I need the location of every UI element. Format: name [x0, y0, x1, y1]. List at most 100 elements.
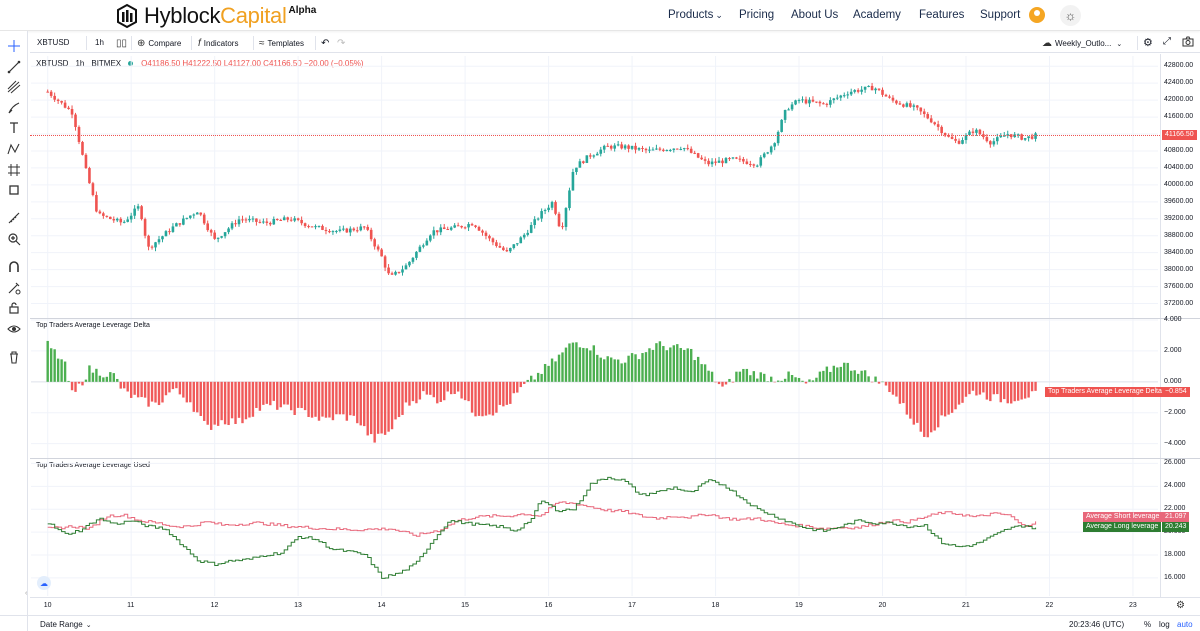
- collapse-toolbar-icon[interactable]: ‹: [25, 590, 28, 597]
- delta-bar: [856, 373, 860, 382]
- market-status-dot: [128, 61, 134, 66]
- delta-bar: [547, 365, 550, 382]
- toolbar-divider: [315, 36, 316, 50]
- time-tick-label: 17: [628, 602, 636, 609]
- candle-body: [98, 211, 102, 214]
- layout-menu[interactable]: ☁ Weekly_Outlo... ⌄: [1042, 38, 1122, 49]
- pane-separator[interactable]: [30, 318, 1200, 319]
- nav-support[interactable]: Support: [980, 9, 1021, 21]
- fullscreen-icon[interactable]: ⤢: [1163, 36, 1171, 47]
- redo-icon[interactable]: ↷: [337, 38, 346, 49]
- delta-bar: [408, 381, 411, 406]
- delta-bar: [735, 371, 738, 382]
- delta-bar: [606, 356, 609, 382]
- delta-bar: [227, 381, 230, 426]
- candle-body: [929, 118, 933, 123]
- candle-body: [342, 228, 345, 230]
- zoom-in-icon[interactable]: [6, 231, 22, 247]
- brush-icon[interactable]: [6, 100, 22, 116]
- nav-about-us[interactable]: About Us: [791, 9, 839, 21]
- delta-bar: [234, 381, 237, 424]
- candle-body: [797, 100, 801, 102]
- candle-body: [519, 237, 523, 244]
- brand-tag: Alpha: [288, 5, 317, 16]
- trend-line-icon[interactable]: [6, 59, 22, 75]
- brand-logo[interactable]: Hyblock Capital Alpha: [115, 2, 316, 29]
- candle-body: [613, 145, 616, 149]
- candle-body: [1023, 138, 1027, 140]
- settings-gear-icon[interactable]: ⚙: [1143, 37, 1153, 49]
- delta-bar: [721, 381, 724, 387]
- undo-icon[interactable]: ↶: [321, 38, 330, 49]
- user-icon[interactable]: [1029, 7, 1045, 23]
- date-range-button[interactable]: Date Range ⌄: [40, 620, 92, 629]
- short-leverage-value-tag: 21.097: [1162, 512, 1190, 522]
- ruler-icon[interactable]: [6, 210, 22, 226]
- compare-button[interactable]: ⊕ Compare: [137, 38, 181, 49]
- camera-icon[interactable]: [1182, 36, 1194, 47]
- delta-bar: [644, 352, 648, 382]
- utc-clock[interactable]: 20:23:46 (UTC): [1069, 620, 1125, 629]
- candle-body: [971, 131, 975, 133]
- eye-icon[interactable]: [6, 321, 22, 337]
- delta-series-tag: Top Traders Average Leverage Delta: [1045, 387, 1165, 397]
- nav-academy[interactable]: Academy: [853, 9, 901, 21]
- candle-body: [895, 100, 898, 104]
- trash-icon[interactable]: [6, 349, 22, 365]
- lock-icon[interactable]: [6, 300, 22, 316]
- candle-body: [832, 98, 836, 101]
- delta-bar: [498, 381, 502, 405]
- price-axis[interactable]: [1160, 54, 1200, 597]
- magnet-icon[interactable]: [6, 259, 22, 275]
- delta-bar: [968, 381, 971, 395]
- rectangle-icon[interactable]: [6, 182, 22, 198]
- cloud-save-icon[interactable]: ☁: [37, 576, 51, 590]
- candle-body: [432, 230, 436, 236]
- nav-pricing[interactable]: Pricing: [739, 9, 775, 21]
- candle-type-button[interactable]: ▯▯: [116, 38, 130, 49]
- candle-body: [749, 163, 752, 165]
- indicators-button[interactable]: f Indicators: [198, 38, 238, 49]
- time-axis[interactable]: [30, 597, 1200, 615]
- pane-separator[interactable]: [30, 458, 1200, 459]
- delta-bar: [679, 348, 682, 382]
- delta-bar: [126, 381, 129, 392]
- candle-body: [634, 145, 637, 150]
- delta-bar: [182, 381, 185, 398]
- axis-settings-gear-icon[interactable]: ⚙: [1176, 600, 1185, 611]
- candle-body: [352, 228, 356, 231]
- nav-features[interactable]: Features: [919, 9, 965, 21]
- delta-bar: [310, 381, 314, 418]
- date-range-label: Date Range: [40, 620, 83, 629]
- pitchfork-icon[interactable]: [6, 79, 22, 95]
- symbol-search[interactable]: XBTUSD: [37, 38, 70, 47]
- text-icon[interactable]: [6, 120, 22, 136]
- log-toggle[interactable]: log: [1159, 620, 1170, 629]
- delta-bar: [536, 372, 540, 382]
- candle-body: [909, 103, 912, 107]
- candle-body: [387, 267, 390, 274]
- delta-bar: [648, 348, 651, 382]
- templates-button[interactable]: ≈ Templates: [259, 38, 304, 49]
- delta-bar: [669, 347, 672, 382]
- prediction-icon[interactable]: [6, 162, 22, 178]
- percent-toggle[interactable]: %: [1144, 620, 1152, 629]
- candle-body: [415, 251, 418, 258]
- pattern-icon[interactable]: [6, 141, 22, 157]
- leverage-tick-label: 22.000: [1164, 505, 1186, 513]
- chevron-down-icon: ⌄: [85, 622, 92, 629]
- candle-body: [919, 107, 923, 112]
- nav-products[interactable]: Products ⌄: [668, 9, 723, 21]
- lock-drawings-icon[interactable]: [6, 280, 22, 296]
- delta-bar: [289, 381, 293, 411]
- crosshair-icon[interactable]: [6, 38, 22, 54]
- interval-select[interactable]: 1h: [95, 38, 104, 47]
- candle-body: [724, 158, 728, 164]
- delta-bar: [516, 381, 519, 393]
- delta-bar: [794, 377, 797, 382]
- auto-toggle[interactable]: auto: [1177, 620, 1193, 629]
- candle-body: [147, 235, 150, 247]
- sun-icon[interactable]: ☼: [1060, 5, 1081, 26]
- delta-bar: [933, 381, 936, 431]
